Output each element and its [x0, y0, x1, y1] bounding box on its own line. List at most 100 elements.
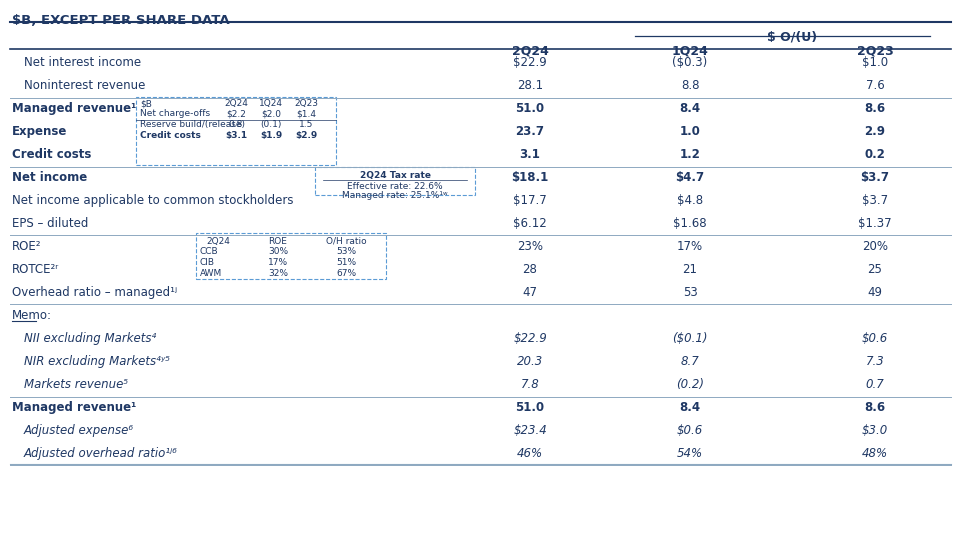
Text: Net charge-offs: Net charge-offs: [140, 109, 210, 118]
Text: $ O/(U): $ O/(U): [768, 31, 818, 44]
Text: 1.5: 1.5: [299, 120, 313, 129]
Text: 2.9: 2.9: [865, 125, 885, 138]
Text: Net interest income: Net interest income: [24, 56, 141, 69]
Text: $2.0: $2.0: [261, 109, 281, 118]
Text: $1.68: $1.68: [674, 217, 706, 230]
Text: 23.7: 23.7: [515, 125, 545, 138]
Text: Adjusted expense⁶: Adjusted expense⁶: [24, 424, 135, 437]
Text: ROE²: ROE²: [12, 240, 41, 253]
Text: 8.7: 8.7: [680, 355, 700, 368]
Text: CIB: CIB: [200, 258, 215, 267]
Text: 2Q24: 2Q24: [511, 45, 549, 58]
Text: 51.0: 51.0: [515, 401, 545, 414]
Text: 0.7: 0.7: [866, 378, 884, 391]
Bar: [196, 233, 386, 279]
Text: 7.6: 7.6: [866, 79, 884, 92]
Text: 48%: 48%: [862, 447, 888, 460]
Text: $2.9: $2.9: [295, 131, 317, 140]
Text: 2Q24: 2Q24: [224, 99, 248, 108]
Text: $B: $B: [140, 99, 152, 108]
Text: 46%: 46%: [517, 447, 543, 460]
Text: Overhead ratio – managed¹ʲ: Overhead ratio – managed¹ʲ: [12, 286, 177, 299]
Text: 17%: 17%: [268, 258, 288, 267]
Text: Managed revenue¹: Managed revenue¹: [12, 102, 136, 115]
Text: AWM: AWM: [200, 269, 222, 278]
Text: 8.8: 8.8: [680, 79, 700, 92]
Text: 7.3: 7.3: [866, 355, 884, 368]
Text: $3.1: $3.1: [225, 131, 247, 140]
Text: 28: 28: [523, 263, 537, 276]
Text: 20%: 20%: [862, 240, 888, 253]
Text: 17%: 17%: [677, 240, 703, 253]
Text: $0.6: $0.6: [862, 332, 888, 345]
Text: 47: 47: [523, 286, 537, 299]
Text: Markets revenue⁵: Markets revenue⁵: [24, 378, 128, 391]
Text: 2Q24: 2Q24: [206, 237, 230, 246]
Text: CCB: CCB: [200, 247, 218, 256]
Text: 30%: 30%: [268, 247, 288, 256]
Text: $4.8: $4.8: [677, 194, 703, 207]
Text: 54%: 54%: [677, 447, 703, 460]
Text: Credit costs: Credit costs: [12, 148, 91, 161]
Text: $1.4: $1.4: [296, 109, 316, 118]
Text: 8.6: 8.6: [865, 102, 886, 115]
Text: 1.0: 1.0: [679, 125, 701, 138]
Text: 8.6: 8.6: [865, 401, 886, 414]
Text: 20.3: 20.3: [517, 355, 543, 368]
Text: $3.7: $3.7: [860, 171, 890, 184]
Text: (0.1): (0.1): [260, 120, 282, 129]
Text: $1.9: $1.9: [259, 131, 283, 140]
Text: 51.0: 51.0: [515, 102, 545, 115]
Text: 53: 53: [682, 286, 698, 299]
Text: (0.2): (0.2): [676, 378, 704, 391]
Text: 8.4: 8.4: [679, 401, 701, 414]
Text: 51%: 51%: [336, 258, 357, 267]
Text: 67%: 67%: [336, 269, 357, 278]
Text: 28.1: 28.1: [517, 79, 543, 92]
Text: 23%: 23%: [517, 240, 543, 253]
Text: Managed rate: 25.1%¹ʷ: Managed rate: 25.1%¹ʷ: [342, 191, 448, 200]
Text: ROE: ROE: [268, 237, 287, 246]
Text: 21: 21: [682, 263, 698, 276]
Text: $2.2: $2.2: [226, 109, 246, 118]
Text: $23.4: $23.4: [513, 424, 547, 437]
Text: $3.0: $3.0: [862, 424, 888, 437]
Text: Memo:: Memo:: [12, 309, 52, 322]
Text: Noninterest revenue: Noninterest revenue: [24, 79, 145, 92]
Text: $3.7: $3.7: [862, 194, 888, 207]
Text: 8.4: 8.4: [679, 102, 701, 115]
Text: 32%: 32%: [268, 269, 288, 278]
Text: 7.8: 7.8: [521, 378, 539, 391]
Text: Net income applicable to common stockholders: Net income applicable to common stockhol…: [12, 194, 293, 207]
Text: 0.8: 0.8: [229, 120, 243, 129]
Text: EPS – diluted: EPS – diluted: [12, 217, 88, 230]
Text: 3.1: 3.1: [520, 148, 540, 161]
Text: O/H ratio: O/H ratio: [326, 237, 366, 246]
Text: ($0.3): ($0.3): [673, 56, 707, 69]
Text: 25: 25: [868, 263, 882, 276]
Text: NII excluding Markets⁴: NII excluding Markets⁴: [24, 332, 157, 345]
Text: ($0.1): ($0.1): [673, 332, 707, 345]
Text: $4.7: $4.7: [676, 171, 704, 184]
Text: $B, EXCEPT PER SHARE DATA: $B, EXCEPT PER SHARE DATA: [12, 14, 230, 27]
Text: $0.6: $0.6: [677, 424, 703, 437]
Bar: [315, 167, 475, 195]
Text: $22.9: $22.9: [513, 332, 547, 345]
Text: 0.2: 0.2: [865, 148, 885, 161]
Text: $1.37: $1.37: [858, 217, 892, 230]
Text: Effective rate: 22.6%: Effective rate: 22.6%: [347, 182, 443, 191]
Text: 49: 49: [868, 286, 882, 299]
Text: 53%: 53%: [336, 247, 357, 256]
Text: $1.0: $1.0: [862, 56, 888, 69]
Text: $22.9: $22.9: [513, 56, 547, 69]
Text: $18.1: $18.1: [511, 171, 549, 184]
Text: 2Q23: 2Q23: [294, 99, 318, 108]
Text: Adjusted overhead ratio¹ʲ⁶: Adjusted overhead ratio¹ʲ⁶: [24, 447, 178, 460]
Text: 1.2: 1.2: [679, 148, 701, 161]
Text: Credit costs: Credit costs: [140, 131, 201, 140]
Text: NIR excluding Markets⁴ʸ⁵: NIR excluding Markets⁴ʸ⁵: [24, 355, 170, 368]
Text: 1Q24: 1Q24: [259, 99, 283, 108]
Text: $6.12: $6.12: [513, 217, 547, 230]
Text: ROTCE²ʳ: ROTCE²ʳ: [12, 263, 60, 276]
Text: 2Q23: 2Q23: [856, 45, 894, 58]
